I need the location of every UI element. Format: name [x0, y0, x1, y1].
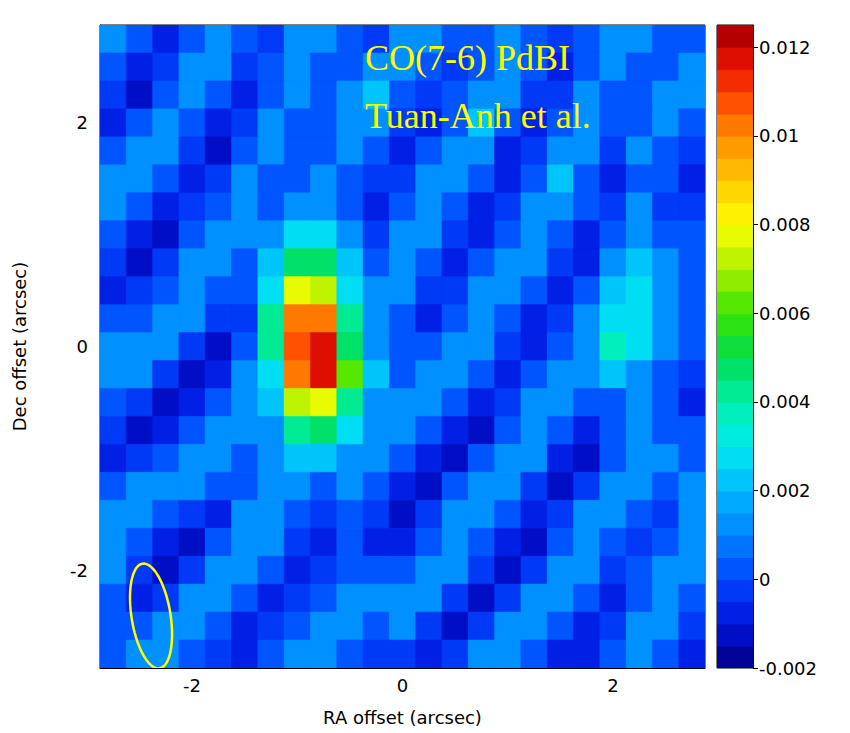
svg-text:-2: -2	[183, 675, 201, 696]
svg-text:2: 2	[607, 675, 618, 696]
svg-text:0.01: 0.01	[759, 125, 799, 146]
svg-text:2: 2	[77, 112, 88, 133]
svg-text:0.002: 0.002	[759, 480, 811, 501]
svg-text:Dec offset (arcsec): Dec offset (arcsec)	[9, 262, 30, 432]
svg-text:0.006: 0.006	[759, 303, 811, 324]
svg-text:Tuan-Anh et al.: Tuan-Anh et al.	[365, 96, 591, 136]
svg-text:RA offset (arcsec): RA offset (arcsec)	[323, 707, 482, 728]
svg-text:0.008: 0.008	[759, 214, 811, 235]
svg-text:0.004: 0.004	[759, 391, 811, 412]
svg-text:-0.002: -0.002	[759, 658, 817, 679]
svg-text:0.012: 0.012	[759, 37, 811, 58]
svg-text:0: 0	[397, 675, 408, 696]
svg-text:0: 0	[759, 569, 770, 590]
svg-text:0: 0	[77, 336, 88, 357]
svg-text:-2: -2	[70, 560, 88, 581]
svg-text:CO(7-6) PdBI: CO(7-6) PdBI	[365, 38, 570, 78]
